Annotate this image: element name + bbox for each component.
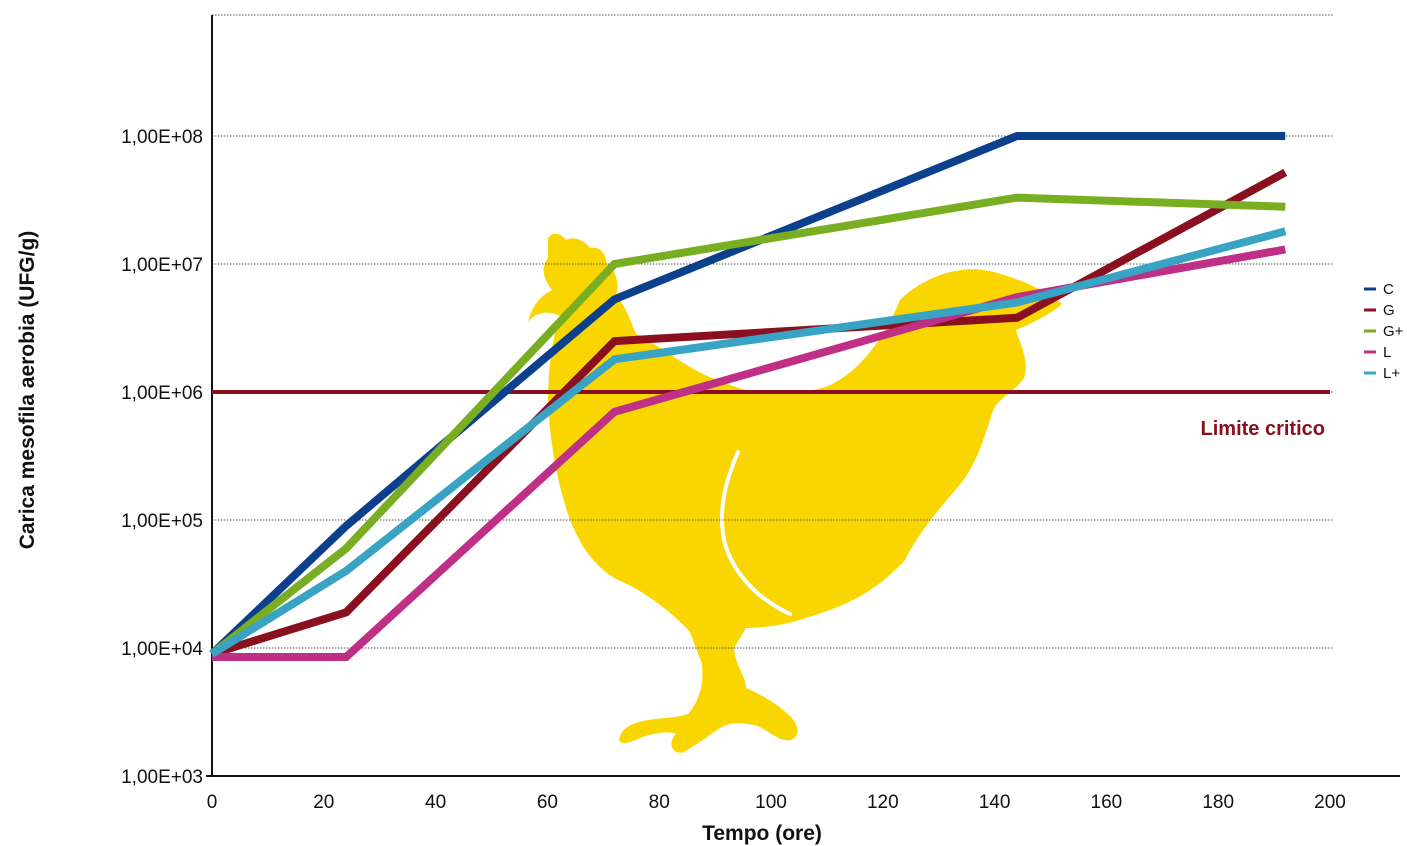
y-tick-label: 1,00E+07 — [121, 255, 203, 276]
x-tick-label: 80 — [649, 792, 670, 813]
x-tick-label: 40 — [425, 792, 446, 813]
y-axis-ticks: 1,00E+03 1,00E+04 1,00E+05 1,00E+06 1,00E+07… — [121, 127, 203, 788]
legend: CG G+ L L+ — [1364, 281, 1404, 382]
x-axis-ticks: 0 20 40 60 80 100 120 140 160 180 200 — [207, 792, 1346, 813]
legend-label: C — [1383, 281, 1394, 298]
y-tick-label: 1,00E+04 — [121, 639, 203, 660]
series-line-L+ — [209, 227, 1287, 658]
critical-limit: Limite critico — [212, 390, 1330, 440]
legend-label: G+ — [1383, 323, 1404, 340]
legend-label: L+ — [1383, 365, 1400, 382]
x-tick-label: 0 — [207, 792, 218, 813]
legend-label: L — [1383, 344, 1391, 361]
y-tick-label: 1,00E+06 — [121, 383, 203, 404]
y-tick-label: 1,00E+03 — [121, 767, 203, 788]
x-tick-label: 60 — [537, 792, 558, 813]
rooster-silhouette-icon — [528, 233, 1062, 753]
series-line-G+ — [209, 193, 1286, 658]
y-tick-label: 1,00E+05 — [121, 511, 203, 532]
series-line-C — [209, 132, 1286, 657]
x-tick-label: 200 — [1314, 792, 1346, 813]
series-lines — [209, 132, 1288, 661]
y-tick-label: 1,00E+08 — [121, 127, 203, 148]
x-tick-label: 140 — [979, 792, 1011, 813]
legend-label: G — [1383, 302, 1395, 319]
x-tick-label: 20 — [313, 792, 334, 813]
series-line-G — [210, 168, 1288, 658]
critical-limit-label: Limite critico — [1201, 418, 1325, 440]
x-tick-label: 100 — [755, 792, 787, 813]
x-tick-label: 120 — [867, 792, 899, 813]
x-tick-label: 180 — [1202, 792, 1234, 813]
x-axis-title: Tempo (ore) — [702, 822, 822, 845]
y-axis-title: Carica mesofila aerobia (UFG/g) — [16, 231, 39, 550]
x-tick-label: 160 — [1091, 792, 1123, 813]
